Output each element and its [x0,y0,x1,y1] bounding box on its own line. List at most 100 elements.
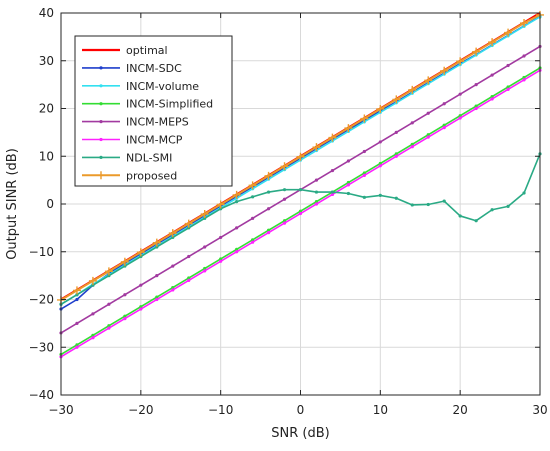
series-proposed-point [504,28,513,37]
series-ndl-smi-point [107,274,111,278]
legend-item-incm-simplified-marker [99,102,103,106]
series-ndl-smi-point [219,207,223,211]
x-tick-label: 0 [297,403,305,417]
series-incm-meps-point [346,159,350,163]
series-incm-simplified-point [107,324,111,328]
y-axis-title: Output SINR (dB) [5,148,20,260]
series-proposed-point [520,19,529,28]
series-ndl-smi-point [298,188,303,192]
series-ndl-smi-point [91,283,95,287]
series-incm-sdc-point [75,297,79,302]
series-incm-meps-point [266,207,271,211]
series-incm-meps-point [490,73,494,77]
x-tick-label: 20 [453,403,468,417]
series-incm-meps-point [91,312,95,316]
series-proposed-point [184,219,193,228]
series-incm-mcp-point [314,202,319,206]
series-proposed-point [248,181,257,190]
legend-item-incm-sdc-label: INCM-SDC [126,62,182,75]
series-incm-mcp [59,68,542,359]
series-ndl-smi-point [346,191,350,196]
series-incm-mcp-point [266,231,271,235]
series-layer [57,10,544,359]
series-incm-meps-point [474,83,478,87]
series-incm-simplified-point [474,104,478,108]
legend-item-proposed-marker [97,171,105,180]
series-ndl-smi-point [506,204,510,208]
x-tick-label: 10 [373,403,388,417]
series-proposed-point [72,286,81,295]
series-proposed-point [280,162,289,171]
series-ndl-smi-point [378,193,382,198]
y-tick-label: 30 [39,54,54,68]
series-proposed-point [200,210,209,219]
series-incm-simplified-point [187,276,191,280]
legend-items: optimal INCM-SDC INCM-volume INCM-Simplifie… [82,44,213,182]
series-ndl-smi-point [362,195,366,199]
series-proposed-point [296,152,305,161]
legend-item-incm-mcp-label: INCM-MCP [126,134,183,147]
series-incm-meps-point [426,111,430,115]
legend-item-optimal: optimal [82,44,168,57]
series-proposed-point [328,133,337,142]
series-incm-meps-point [522,54,526,58]
series-incm-mcp-point [235,250,239,254]
series-incm-mcp-point [187,278,191,282]
series-proposed-point [232,190,241,199]
series-incm-simplified-point [123,314,127,318]
series-incm-meps-point [235,226,239,230]
series-incm-simplified-point [394,152,398,156]
series-incm-mcp-point [298,211,303,216]
series-ndl-smi-point [155,245,159,249]
series-incm-simplified [59,66,542,357]
series-ndl-smi-point [442,199,446,203]
series-ndl-smi-point [266,190,271,194]
series-proposed-point [360,114,369,123]
series-incm-mcp-point [123,317,127,321]
series-incm-simplified-point [522,75,526,80]
series-proposed-point [168,229,177,238]
series-incm-meps-point [219,235,223,240]
series-incm-mcp-point [506,87,510,91]
series-incm-meps-point [282,197,287,201]
series-incm-meps-point [187,254,191,259]
series-proposed-point [152,238,161,247]
legend-item-incm-volume: INCM-volume [82,80,199,93]
y-tick-label: −40 [29,388,54,402]
series-ndl-smi-point [75,293,79,297]
series-incm-simplified-point [203,266,207,271]
series-incm-mcp-point [490,97,494,101]
series-proposed-point [136,248,145,257]
legend-item-incm-sdc: INCM-SDC [82,62,182,75]
series-incm-mcp-point [139,307,143,311]
series-incm-simplified-point [426,133,430,137]
series-incm-mcp-point [410,145,414,149]
series-incm-meps-point [394,130,398,134]
series-incm-mcp-point [251,240,255,244]
series-incm-mcp-point [442,126,446,130]
series-proposed-point [88,276,97,285]
series-incm-mcp-point [219,259,223,263]
y-tick-label: −30 [29,340,54,354]
legend-item-incm-meps-label: INCM-MEPS [126,116,189,129]
series-incm-meps-point [171,264,175,268]
series-incm-meps-point [362,149,366,154]
series-incm-meps-point [107,302,111,306]
series-ndl-smi-point [314,190,319,194]
series-ndl-smi-point [474,219,478,223]
series-incm-meps-point [458,92,462,96]
y-tick-labels: −40 −30 −20 −10 0 10 20 30 40 [29,6,54,402]
series-incm-simplified-point [298,209,303,213]
series-ndl-smi-point [458,214,462,218]
series-incm-meps-point [155,274,159,278]
y-tick-label: −20 [29,293,54,307]
series-incm-simplified-point [155,295,159,299]
x-tick-label: −20 [128,403,153,417]
legend-item-incm-simplified-label: INCM-Simplified [126,98,213,111]
series-incm-mcp-point [330,192,335,197]
series-ndl-smi-point [410,203,414,207]
series-proposed-point [376,104,385,113]
y-tick-label: 40 [39,6,54,20]
series-incm-simplified-point [458,114,462,118]
series-incm-meps-point [506,63,510,68]
